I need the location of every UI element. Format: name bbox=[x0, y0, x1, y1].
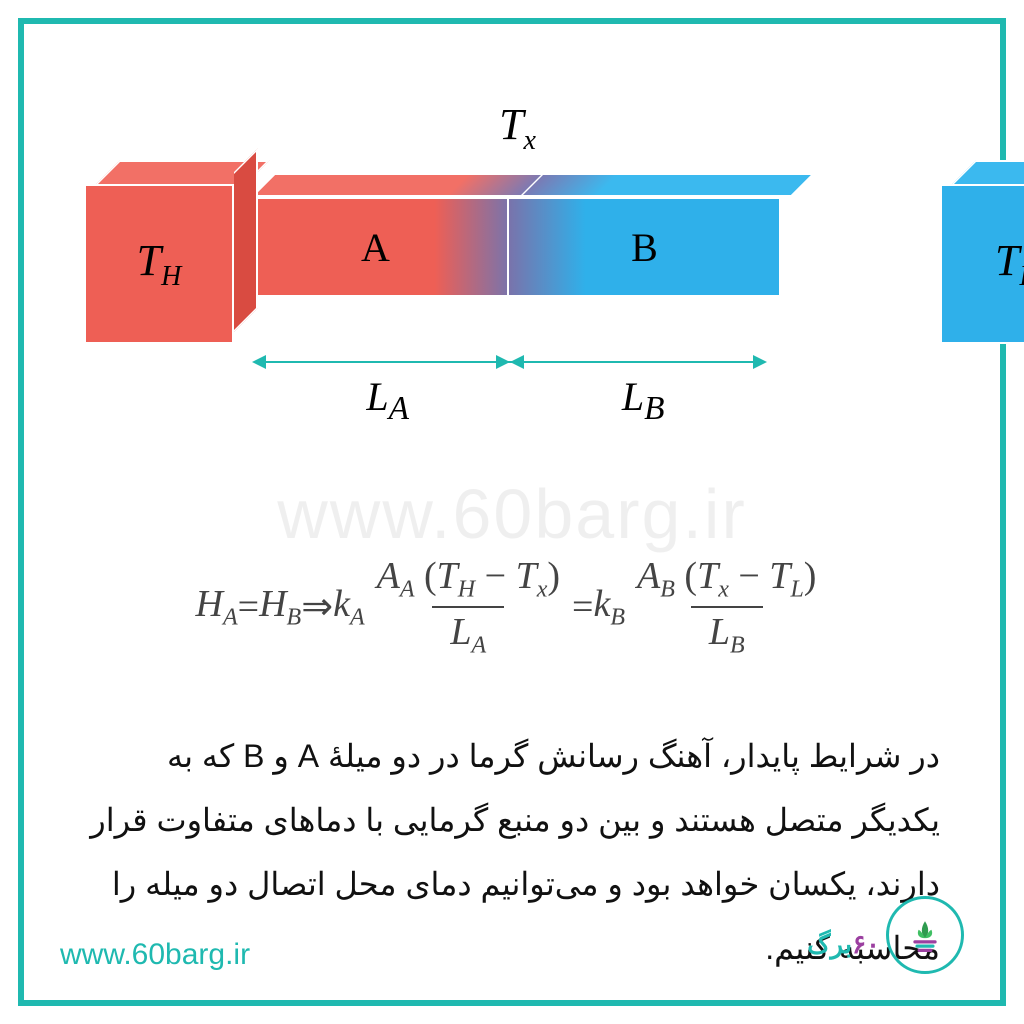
rod-b-label: B bbox=[631, 224, 658, 271]
length-a-label: LA bbox=[366, 373, 409, 428]
brand-text: ۶۰برگ bbox=[807, 929, 880, 960]
heat-conduction-diagram: Tx A B TH TL bbox=[84, 154, 940, 374]
frame: Tx A B TH TL bbox=[18, 18, 1006, 1006]
temperature-hot-label: TH bbox=[86, 186, 232, 342]
rod-a-label: A bbox=[361, 224, 390, 271]
watermark: www.60barg.ir bbox=[24, 474, 1000, 554]
composite-rod: A B bbox=[239, 197, 775, 295]
brand-logo-icon bbox=[886, 896, 964, 974]
temperature-x-label: Tx bbox=[499, 99, 536, 157]
temperature-cold-label: TL bbox=[942, 186, 1024, 342]
heat-equation: HA = HB ⇒ kA AA (TH − Tx) LA = kB AB (Tx… bbox=[74, 554, 950, 659]
length-b-label: LB bbox=[622, 373, 665, 428]
footer-url: www.60barg.ir bbox=[60, 938, 250, 972]
dimension-arrows: LA LB bbox=[254, 349, 765, 379]
